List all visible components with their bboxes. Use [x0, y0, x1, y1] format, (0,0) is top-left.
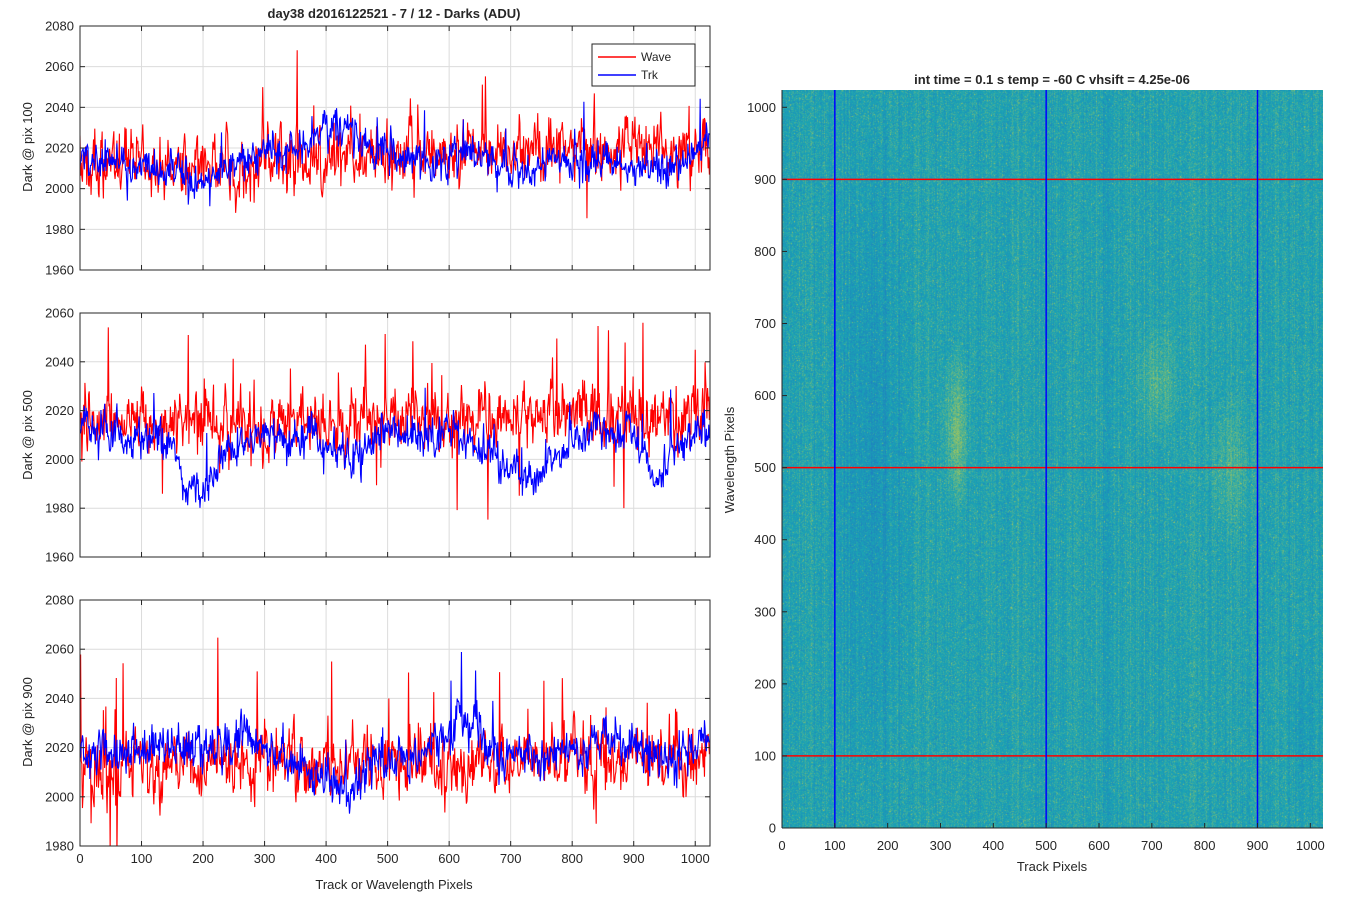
- y-tick-label: 2000: [45, 452, 74, 467]
- y-tick-label: 800: [754, 244, 776, 259]
- x-tick-label: 200: [192, 851, 214, 866]
- y-tick-label: 300: [754, 604, 776, 619]
- x-axis-label: Track or Wavelength Pixels: [315, 877, 473, 892]
- legend-label: Wave: [641, 50, 672, 64]
- plot-dark-pix-900: Dark @ pix 900 Track or Wavelength Pixel…: [20, 593, 711, 892]
- x-tick-label: 300: [930, 838, 952, 853]
- plot-title: day38 d2016122521 - 7 / 12 - Darks (ADU): [268, 6, 521, 21]
- y-axis-label: Dark @ pix 500: [20, 390, 35, 480]
- x-tick-label: 900: [1247, 838, 1269, 853]
- series-line-trk: [80, 652, 710, 814]
- y-tick-label: 2060: [45, 306, 74, 321]
- y-tick-label: 2020: [45, 403, 74, 418]
- x-tick-label: 500: [377, 851, 399, 866]
- y-tick-label: 0: [769, 821, 776, 836]
- y-tick-label: 400: [754, 532, 776, 547]
- y-tick-label: 500: [754, 460, 776, 475]
- x-tick-label: 1000: [1296, 838, 1325, 853]
- y-tick-label: 700: [754, 316, 776, 331]
- heatmap-canvas: [782, 90, 1323, 828]
- x-tick-label: 0: [778, 838, 785, 853]
- axes-box: [79, 312, 711, 558]
- x-tick-label: 1000: [681, 851, 710, 866]
- y-tick-label: 2040: [45, 354, 74, 369]
- y-tick-label: 2000: [45, 181, 74, 196]
- x-tick-label: 400: [982, 838, 1004, 853]
- y-tick-label: 1980: [45, 222, 74, 237]
- y-tick-label: 2040: [45, 691, 74, 706]
- y-tick-label: 2020: [45, 740, 74, 755]
- x-tick-label: 600: [1088, 838, 1110, 853]
- x-tick-label: 100: [824, 838, 846, 853]
- x-tick-label: 900: [623, 851, 645, 866]
- y-tick-label: 2040: [45, 100, 74, 115]
- y-axis-label: Dark @ pix 100: [20, 102, 35, 192]
- y-axis-label: Wavelength Pixels: [722, 406, 737, 513]
- y-tick-label: 1980: [45, 839, 74, 854]
- x-tick-label: 200: [877, 838, 899, 853]
- y-tick-label: 900: [754, 172, 776, 187]
- x-tick-label: 700: [1141, 838, 1163, 853]
- y-tick-label: 2080: [45, 593, 74, 608]
- y-tick-label: 600: [754, 388, 776, 403]
- y-tick-label: 2000: [45, 789, 74, 804]
- y-tick-label: 200: [754, 676, 776, 691]
- y-tick-label: 2060: [45, 642, 74, 657]
- x-tick-label: 800: [1194, 838, 1216, 853]
- y-tick-label: 1980: [45, 501, 74, 516]
- x-tick-label: 100: [131, 851, 153, 866]
- x-tick-label: 600: [438, 851, 460, 866]
- x-axis-label: Track Pixels: [1017, 859, 1088, 874]
- y-axis-label: Dark @ pix 900: [20, 677, 35, 767]
- series-line-wave: [80, 322, 710, 520]
- x-tick-label: 700: [500, 851, 522, 866]
- heatmap-image: [782, 90, 1323, 828]
- legend-label: Trk: [641, 68, 659, 82]
- x-tick-label: 400: [315, 851, 337, 866]
- plot-dark-pix-100: day38 d2016122521 - 7 / 12 - Darks (ADU)…: [20, 6, 711, 278]
- x-tick-label: 300: [254, 851, 276, 866]
- legend-box: [591, 43, 696, 87]
- x-tick-label: 500: [1035, 838, 1057, 853]
- heatmap-title: int time = 0.1 s temp = -60 C vhsift = 4…: [914, 72, 1190, 87]
- legend: Wave Trk: [591, 43, 696, 87]
- x-tick-label: 800: [561, 851, 583, 866]
- y-tick-label: 1960: [45, 550, 74, 565]
- axes-box: [79, 599, 711, 847]
- y-tick-label: 1960: [45, 263, 74, 278]
- series-line-trk: [80, 98, 710, 207]
- y-tick-label: 2060: [45, 59, 74, 74]
- x-tick-label: 0: [76, 851, 83, 866]
- y-tick-label: 2020: [45, 141, 74, 156]
- series-line-trk: [80, 387, 710, 508]
- y-tick-label: 1000: [747, 100, 776, 115]
- y-tick-label: 2080: [45, 19, 74, 34]
- plot-dark-pix-500: Dark @ pix 500 1960 1980 2000 2020 2040 2060: [20, 306, 711, 565]
- heatmap-dark-frame: int time = 0.1 s temp = -60 C vhsift = 4…: [722, 72, 1325, 874]
- y-tick-label: 100: [754, 748, 776, 763]
